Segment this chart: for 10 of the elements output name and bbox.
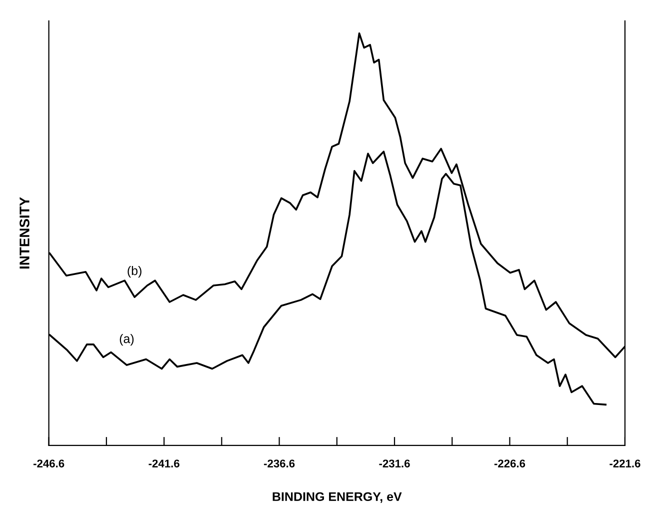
x-axis-title: BINDING ENERGY, eV [272, 492, 402, 503]
x-tick-label: -226.6 [494, 460, 526, 468]
x-tick-label: -246.6 [34, 460, 64, 468]
x-tick-label: -241.6 [148, 460, 180, 468]
x-tick-label: -231.6 [379, 460, 410, 468]
series-label: (a) [120, 334, 134, 346]
x-tick-label: -221.6 [610, 460, 640, 468]
y-axis-title: INTENSITY [20, 197, 30, 269]
series-label: (b) [128, 266, 142, 278]
x-tick-label: -236.6 [264, 460, 295, 468]
